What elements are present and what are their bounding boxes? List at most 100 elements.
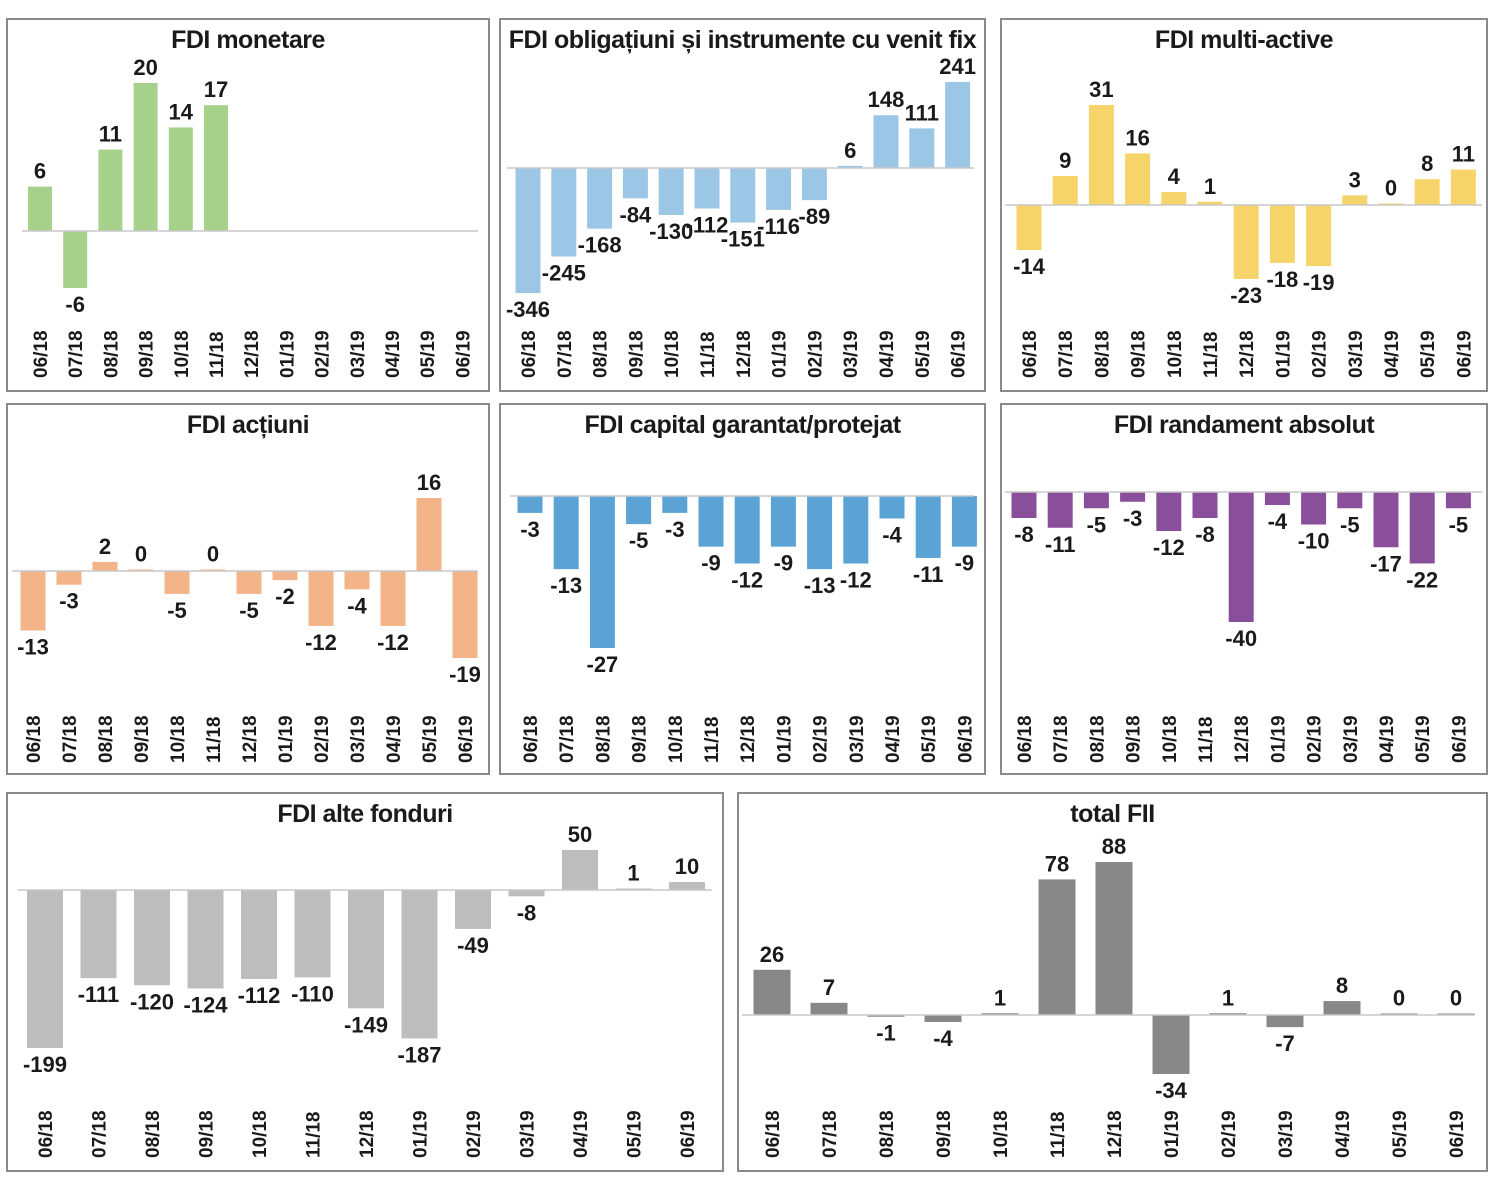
- bar-09-18: [626, 496, 652, 525]
- tick-label-12-18: 12/18: [357, 1110, 378, 1158]
- bar-01-19: [1269, 205, 1295, 263]
- data-label-11-18: -112: [686, 212, 729, 237]
- tick-label-07-18: 07/18: [820, 1110, 841, 1158]
- tick-label-04-19: 04/19: [1382, 330, 1403, 378]
- bar-10-18: [168, 127, 193, 231]
- bar-10-18: [1156, 492, 1182, 531]
- bar-10-18: [658, 168, 684, 215]
- data-label-04-19: 8: [1336, 973, 1348, 998]
- tick-label-05-19: 05/19: [418, 330, 439, 378]
- tick-label-12-18: 12/18: [1232, 715, 1253, 763]
- tick-label-10-18: 10/18: [172, 330, 193, 378]
- bar-11-18: [204, 105, 228, 231]
- chart-panel-fdi-actiuni: FDI acțiuni -13 06/18 -3 07/18 2 08/18 0 09/18 -5…: [6, 403, 490, 775]
- data-label-01-19: -4: [1268, 509, 1288, 534]
- tick-label-08-18: 08/18: [1092, 330, 1113, 378]
- tick-label-11-18: 11/18: [204, 717, 225, 764]
- tick-label-08-18: 08/18: [593, 715, 614, 763]
- data-label-03-19: -8: [517, 900, 537, 925]
- tick-label-10-18: 10/18: [250, 1110, 271, 1158]
- bar-01-19: [1264, 492, 1290, 505]
- tick-label-08-18: 08/18: [877, 1110, 898, 1158]
- data-label-02-19: -13: [804, 573, 836, 598]
- tick-label-04-19: 04/19: [877, 330, 898, 378]
- data-label-07-18: -13: [550, 573, 582, 598]
- data-label-06-18: 6: [34, 159, 46, 184]
- data-label-06-19: 10: [675, 854, 699, 879]
- tick-label-02-19: 02/19: [464, 1110, 485, 1158]
- tick-label-01-19: 01/19: [411, 1110, 432, 1158]
- bar-05-19: [1414, 179, 1440, 205]
- data-label-09-18: 16: [1125, 125, 1149, 150]
- tick-label-12-18: 12/18: [242, 330, 263, 378]
- bar-01-19: [1152, 1015, 1190, 1074]
- bar-01-19: [272, 571, 298, 581]
- tick-label-06-18: 06/18: [763, 1110, 784, 1158]
- tick-label-07-18: 07/18: [1051, 715, 1072, 763]
- data-label-06-18: -8: [1014, 522, 1034, 547]
- data-label-08-18: 11: [99, 122, 122, 147]
- tick-label-10-18: 10/18: [168, 715, 189, 763]
- bar-06-19: [1445, 492, 1471, 509]
- bar-10-18: [662, 496, 688, 513]
- data-label-06-19: -5: [1449, 512, 1469, 537]
- bar-05-19: [416, 498, 442, 571]
- tick-label-04-19: 04/19: [1333, 1110, 1354, 1158]
- tick-label-03-19: 03/19: [348, 715, 369, 763]
- data-label-02-19: -10: [1298, 529, 1330, 554]
- tick-label-06-19: 06/19: [456, 715, 477, 763]
- bar-10-18: [241, 890, 277, 979]
- data-label-07-18: -6: [65, 292, 85, 317]
- tick-label-07-18: 07/18: [66, 330, 87, 378]
- tick-label-12-18: 12/18: [734, 330, 755, 378]
- chart-title: FDI monetare: [171, 26, 325, 54]
- bar-12-18: [1095, 862, 1133, 1015]
- bar-06-18: [517, 496, 543, 513]
- bar-12-18: [730, 168, 756, 223]
- bar-03-19: [1342, 195, 1368, 205]
- tick-label-11-18: 11/18: [702, 717, 723, 764]
- data-label-07-18: 9: [1059, 148, 1071, 173]
- bar-03-19: [1337, 492, 1363, 509]
- data-label-11-18: 17: [204, 77, 228, 102]
- bar-06-18: [28, 186, 52, 231]
- bar-04-19: [879, 496, 905, 519]
- data-label-05-19: 8: [1421, 151, 1433, 176]
- bar-06-19: [945, 82, 971, 168]
- bar-01-19: [770, 496, 796, 547]
- data-label-04-19: 50: [568, 822, 592, 847]
- tick-label-05-19: 05/19: [919, 715, 940, 763]
- tick-label-05-19: 05/19: [1418, 330, 1439, 378]
- data-label-11-18: -110: [291, 981, 334, 1006]
- tick-label-12-18: 12/18: [240, 715, 261, 763]
- bar-06-19: [1450, 169, 1476, 205]
- data-label-08-18: -120: [130, 989, 174, 1014]
- data-label-01-19: -18: [1267, 267, 1299, 292]
- tick-label-01-19: 01/19: [276, 715, 297, 763]
- chart-svg: FDI multi-active-1406/18907/183108/18160…: [1005, 26, 1482, 378]
- bar-06-19: [951, 496, 977, 547]
- bar-03-19: [344, 571, 370, 590]
- tick-label-03-19: 03/19: [847, 715, 868, 763]
- chart-title: total FII: [1070, 800, 1154, 828]
- bar-06-18: [20, 571, 46, 631]
- chart-panel-fdi-multi-active: FDI multi-active -14 06/18 9 07/18 31 08/18 16 0…: [1000, 18, 1488, 392]
- tick-label-07-18: 07/18: [1056, 330, 1077, 378]
- tick-label-06-19: 06/19: [1449, 715, 1470, 763]
- data-label-07-18: -245: [542, 261, 586, 286]
- tick-label-09-18: 09/18: [132, 715, 153, 763]
- data-label-03-19: -5: [1340, 512, 1360, 537]
- tick-label-03-19: 03/19: [518, 1110, 539, 1158]
- chart-panel-fdi-alte-fonduri: FDI alte fonduri -199 06/18 -111 07/18 -120 08…: [6, 792, 724, 1172]
- bar-09-18: [1120, 492, 1146, 502]
- bar-02-19: [1306, 205, 1332, 267]
- tick-label-12-18: 12/18: [1237, 330, 1258, 378]
- tick-label-03-19: 03/19: [1276, 1110, 1297, 1158]
- data-label-02-19: -49: [457, 933, 489, 958]
- data-label-03-19: 3: [1349, 167, 1361, 192]
- data-label-08-18: -1: [876, 1021, 896, 1046]
- data-label-06-19: -19: [449, 662, 481, 687]
- tick-label-10-18: 10/18: [1160, 715, 1181, 763]
- bar-08-18: [134, 890, 170, 986]
- tick-label-07-18: 07/18: [90, 1110, 111, 1158]
